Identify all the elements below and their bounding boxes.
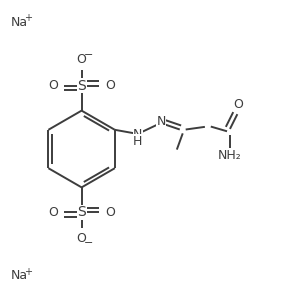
Text: O: O [105, 79, 115, 92]
Text: −: − [83, 238, 93, 248]
Text: NH₂: NH₂ [218, 149, 242, 162]
Text: O: O [77, 53, 86, 66]
Text: N: N [133, 128, 143, 141]
Text: +: + [24, 266, 32, 277]
Text: O: O [105, 206, 115, 219]
Text: O: O [48, 206, 58, 219]
Text: Na: Na [11, 15, 28, 29]
Text: S: S [77, 79, 86, 92]
Text: Na: Na [11, 269, 28, 283]
Text: O: O [233, 98, 243, 111]
Text: −: − [83, 50, 93, 60]
Text: +: + [24, 13, 32, 23]
Text: S: S [77, 206, 86, 219]
Text: O: O [77, 232, 86, 245]
Text: O: O [48, 79, 58, 92]
Text: H: H [133, 135, 143, 148]
Text: N: N [156, 115, 166, 128]
